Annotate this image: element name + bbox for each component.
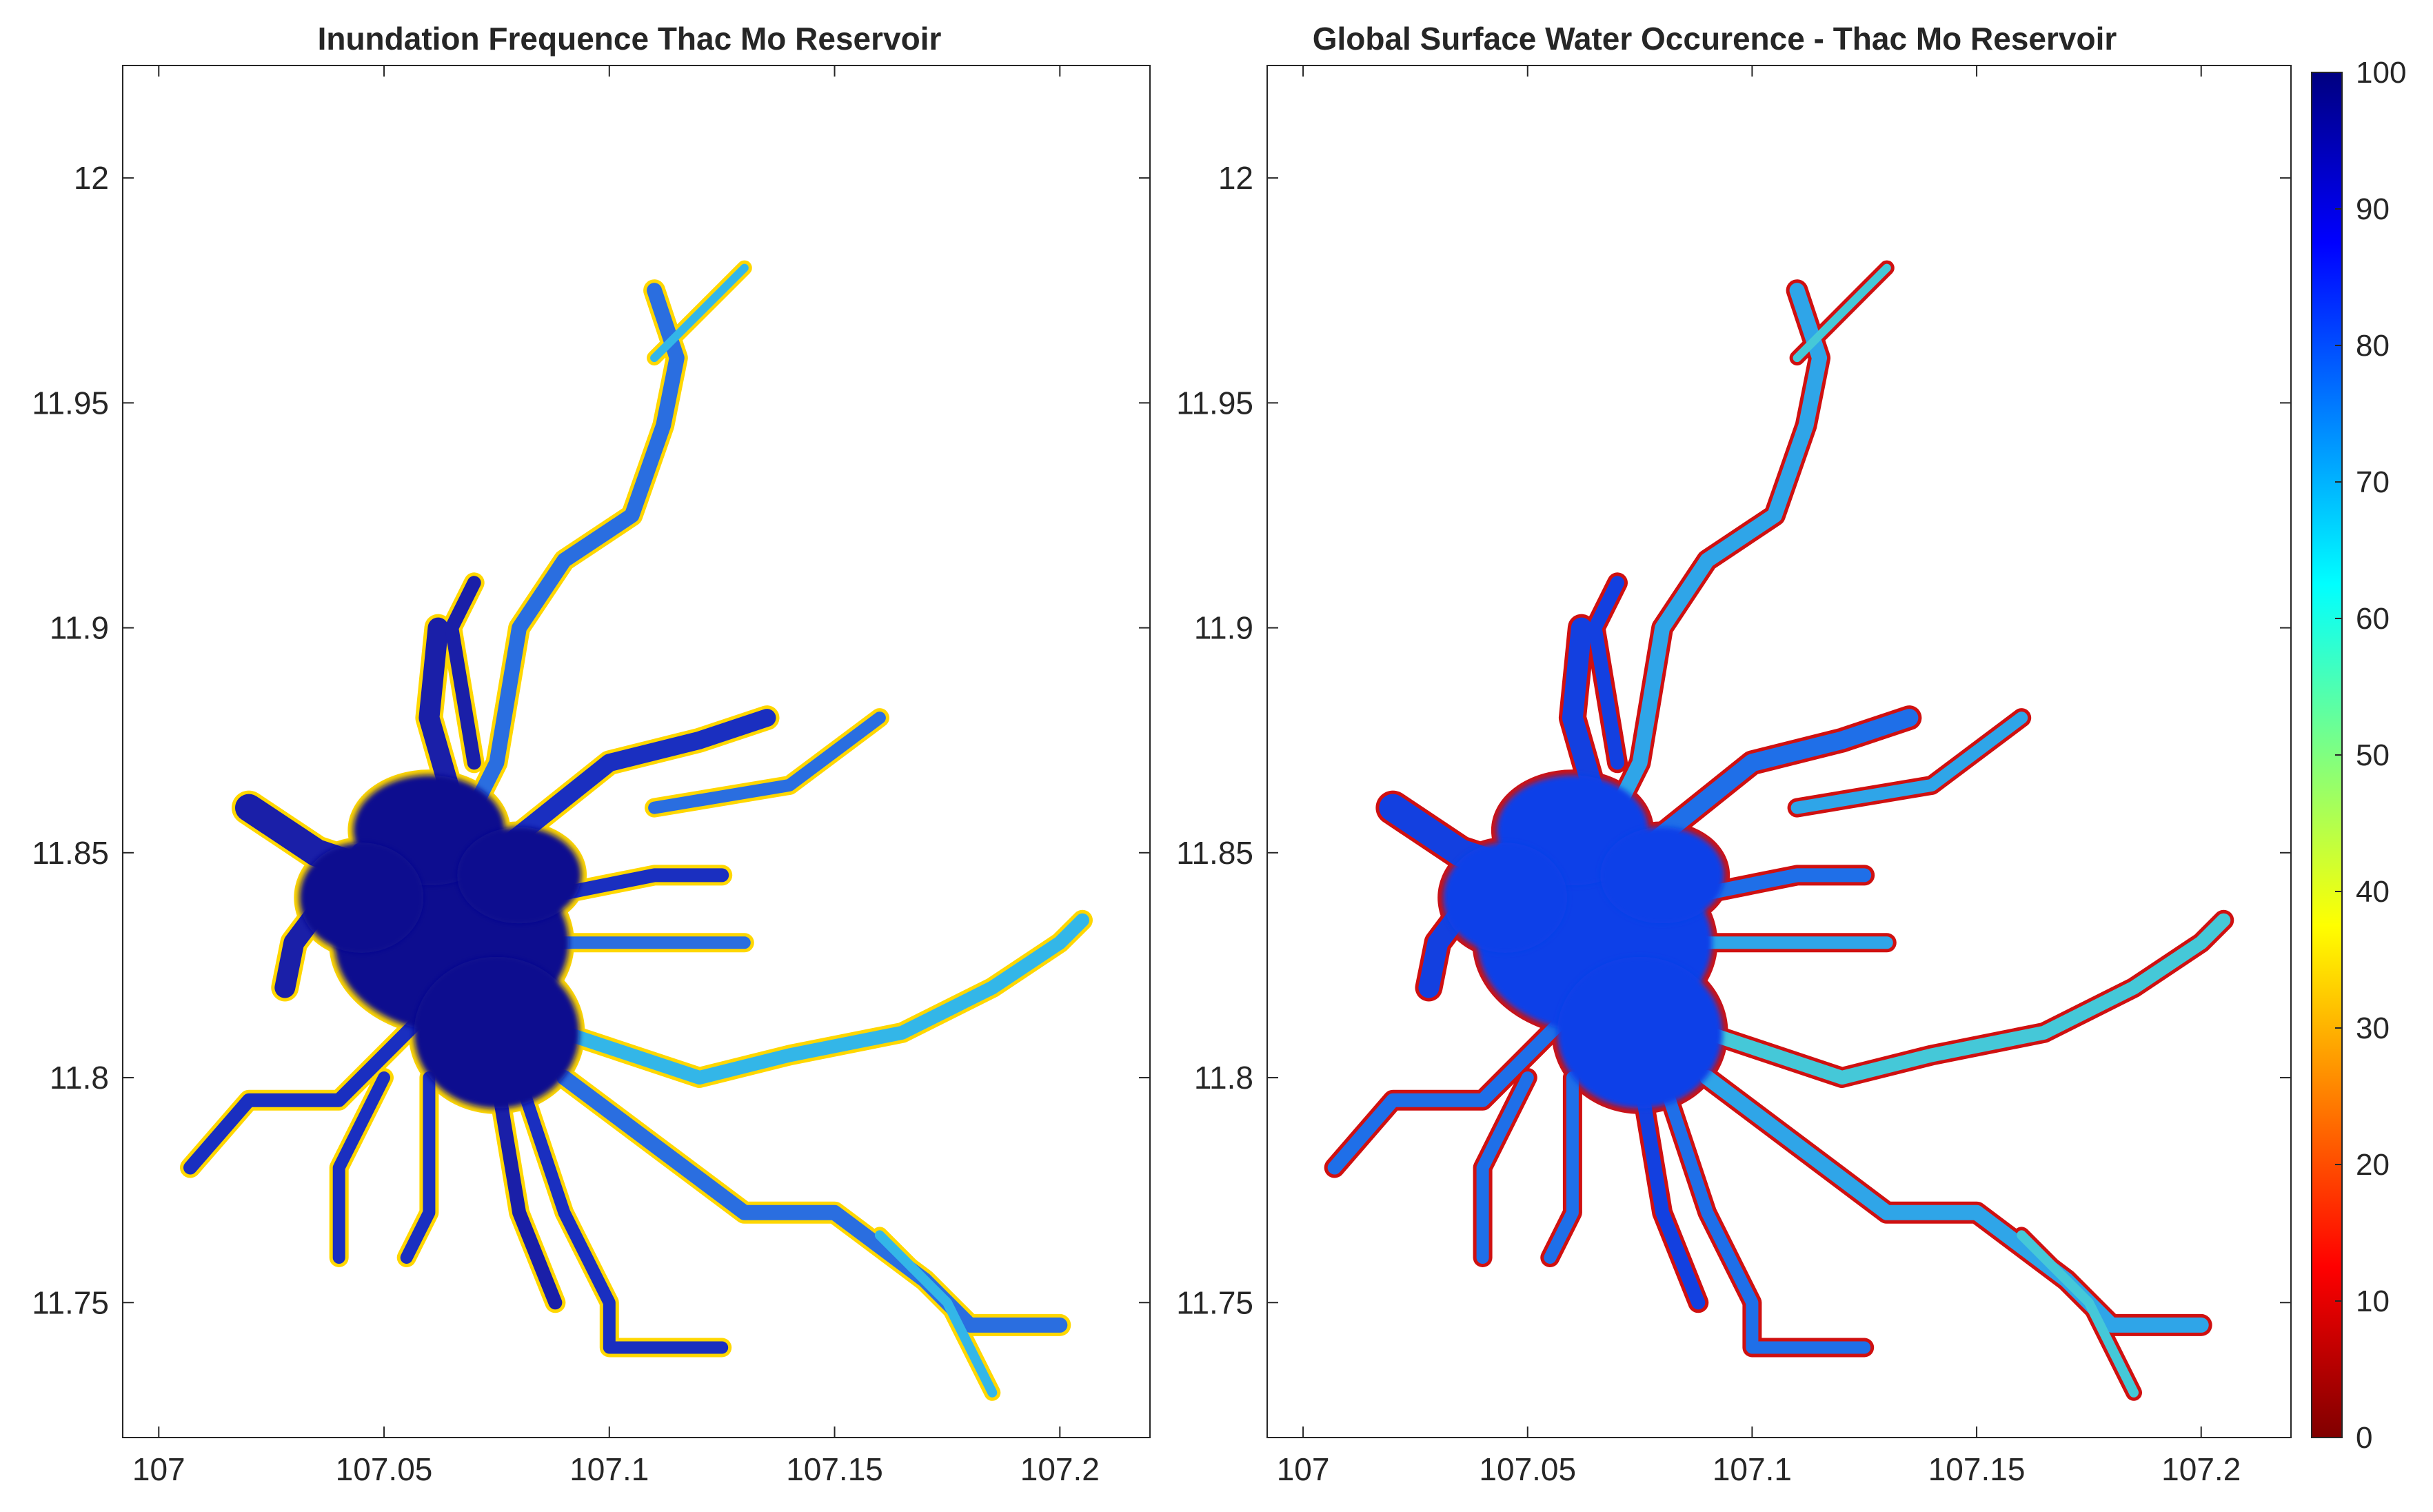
colorbar-tick-label: 100 bbox=[2356, 56, 2406, 90]
reservoir-arm bbox=[648, 712, 886, 814]
x-tick-label: 107.2 bbox=[1020, 1451, 1100, 1487]
colorbar-tick-label: 10 bbox=[2356, 1284, 2390, 1318]
right-panel: Global Surface Water Occurence - Thac Mo… bbox=[1176, 21, 2292, 1487]
x-tick-label: 107 bbox=[1277, 1451, 1330, 1487]
y-tick-label: 11.9 bbox=[1194, 610, 1253, 646]
left-title: Inundation Frequence Thac Mo Reservoir bbox=[318, 21, 942, 57]
colorbar-ticks: 0 10 20 30 40 50 60 70 80 90 100 bbox=[2335, 56, 2406, 1455]
colorbar-tick-label: 60 bbox=[2356, 602, 2390, 636]
right-title: Global Surface Water Occurence - Thac Mo… bbox=[1313, 21, 2117, 57]
reservoir-arm bbox=[183, 1003, 436, 1175]
colorbar-tick-label: 50 bbox=[2356, 738, 2390, 772]
colorbar-tick-label: 70 bbox=[2356, 465, 2390, 499]
reservoir-arm bbox=[445, 576, 481, 770]
y-tick-label: 11.85 bbox=[1176, 835, 1253, 871]
left-ticks: 107 107.05 107.1 107.15 107.2 11.75 11.8 11.85 1… bbox=[32, 65, 1150, 1487]
reservoir-core bbox=[1557, 956, 1723, 1109]
y-tick-label: 11.8 bbox=[1194, 1060, 1253, 1096]
shore-band bbox=[1696, 1067, 2212, 1336]
reservoir-arm bbox=[874, 1230, 998, 1398]
left-map bbox=[180, 260, 1093, 1401]
colorbar: 0 10 20 30 40 50 60 70 80 90 100 bbox=[2311, 56, 2406, 1455]
right-axes-box bbox=[1266, 65, 2292, 1438]
colorbar-tick-label: 90 bbox=[2356, 192, 2390, 226]
y-tick-label: 11.9 bbox=[50, 610, 109, 646]
reservoir-arm bbox=[400, 1071, 436, 1264]
reservoir-arm bbox=[557, 913, 1089, 1085]
reservoir-arm bbox=[1633, 1071, 1706, 1310]
reservoir-arm bbox=[1327, 1003, 1579, 1175]
reservoir-arm bbox=[1793, 263, 1891, 363]
shore-band bbox=[1324, 1000, 1583, 1178]
colorbar-tick-label: 40 bbox=[2356, 875, 2390, 909]
x-tick-label: 107.15 bbox=[1928, 1451, 2026, 1487]
y-tick-label: 11.75 bbox=[32, 1284, 109, 1320]
colorbar-tick-label: 80 bbox=[2356, 329, 2390, 363]
y-tick-label: 12 bbox=[1218, 160, 1253, 196]
reservoir-arm bbox=[1564, 283, 1828, 905]
y-tick-label: 11.85 bbox=[32, 835, 109, 871]
reservoir-arm bbox=[650, 263, 749, 363]
left-axes-box bbox=[122, 65, 1151, 1438]
reservoir-arm bbox=[1790, 712, 2028, 814]
y-tick-label: 11.95 bbox=[32, 385, 109, 421]
y-tick-label: 12 bbox=[74, 160, 109, 196]
reservoir-arm bbox=[2017, 1230, 2139, 1398]
shore-band bbox=[553, 1067, 1071, 1336]
reservoir-arm bbox=[1476, 1071, 1534, 1264]
reservoir-arm bbox=[332, 1071, 390, 1264]
x-tick-label: 107 bbox=[132, 1451, 185, 1487]
colorbar-tick-label: 0 bbox=[2356, 1421, 2372, 1455]
x-tick-label: 107.15 bbox=[786, 1451, 883, 1487]
y-tick-label: 11.95 bbox=[1176, 385, 1253, 421]
reservoir-arm bbox=[513, 1071, 729, 1354]
shore-band bbox=[180, 1000, 440, 1178]
x-tick-label: 107.1 bbox=[569, 1451, 649, 1487]
colorbar-tick-label: 20 bbox=[2356, 1148, 2390, 1182]
left-panel: Inundation Frequence Thac Mo Reservoir 1… bbox=[32, 21, 1151, 1487]
reservoir-arm bbox=[1588, 576, 1624, 770]
reservoir-arm bbox=[1544, 1071, 1579, 1264]
y-tick-label: 11.75 bbox=[1176, 1284, 1253, 1320]
x-tick-label: 107.05 bbox=[1479, 1451, 1576, 1487]
reservoir-core bbox=[414, 956, 580, 1109]
reservoir-arm bbox=[489, 1071, 563, 1310]
x-tick-label: 107.1 bbox=[1713, 1451, 1792, 1487]
reservoir-arm bbox=[1700, 913, 2231, 1085]
reservoir-arm bbox=[1656, 1071, 1871, 1354]
reservoir-arm bbox=[1677, 868, 1872, 905]
reservoir-arm bbox=[534, 868, 729, 905]
reservoir-arm bbox=[421, 283, 685, 905]
reservoir-arm bbox=[1631, 709, 1919, 862]
right-ticks: 107 107.05 107.1 107.15 107.2 11.75 11.8 11.85 1… bbox=[1176, 65, 2291, 1487]
reservoir-arm bbox=[1699, 1070, 2209, 1333]
colorbar-tick-label: 30 bbox=[2356, 1011, 2390, 1045]
reservoir-arm bbox=[556, 1070, 1068, 1333]
right-map bbox=[1324, 260, 2234, 1401]
reservoir-core bbox=[1600, 827, 1725, 924]
reservoir-core bbox=[1443, 843, 1568, 954]
y-tick-label: 11.8 bbox=[50, 1060, 109, 1096]
x-tick-label: 107.2 bbox=[2161, 1451, 2241, 1487]
reservoir-core bbox=[299, 843, 424, 954]
reservoir-arm bbox=[487, 709, 776, 862]
x-tick-label: 107.05 bbox=[336, 1451, 433, 1487]
reservoir-core bbox=[457, 827, 582, 924]
